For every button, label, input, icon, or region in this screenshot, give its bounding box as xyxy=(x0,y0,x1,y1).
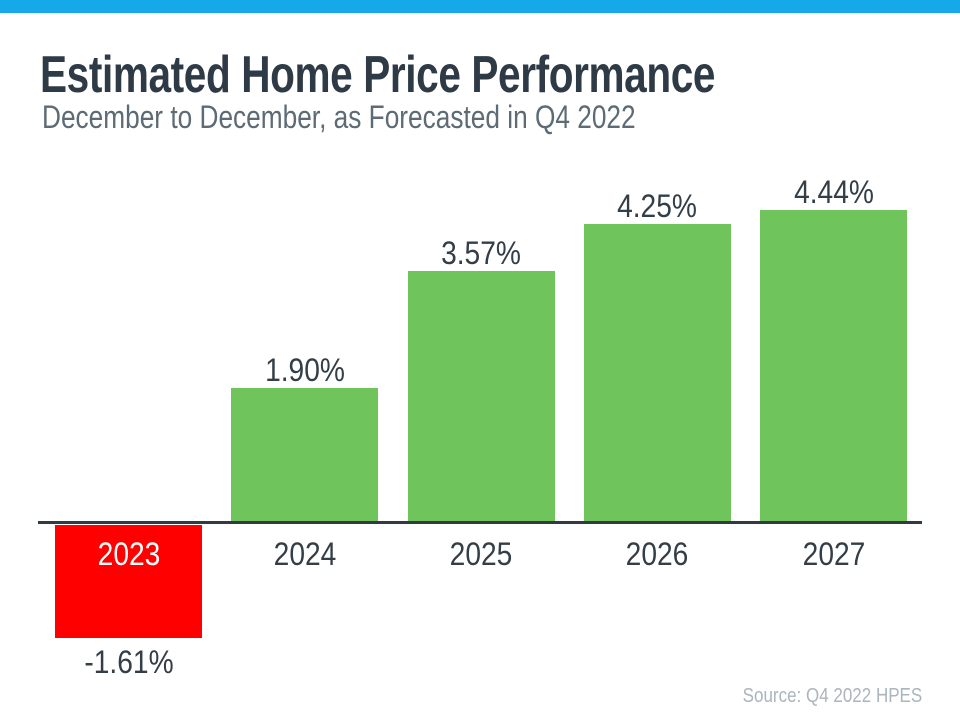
page-title: Estimated Home Price Performance xyxy=(40,46,716,104)
bar-2027 xyxy=(760,210,907,521)
value-label-2023: -1.61% xyxy=(83,643,174,680)
top-accent-bar xyxy=(0,0,960,13)
bar-2024 xyxy=(231,388,379,521)
page-subtitle: December to December, as Forecasted in Q… xyxy=(42,99,636,135)
x-axis-line xyxy=(38,521,922,524)
bar-2026 xyxy=(583,223,731,521)
bar-2023 xyxy=(55,525,202,638)
value-label-2027: 4.44% xyxy=(793,174,874,211)
value-label-2026: 4.25% xyxy=(617,187,698,224)
category-label-2025: 2025 xyxy=(449,536,513,572)
category-label-2024: 2024 xyxy=(273,536,337,572)
source-note: Source: Q4 2022 HPES xyxy=(742,685,922,707)
value-label-2025: 3.57% xyxy=(441,235,521,272)
category-label-2027: 2027 xyxy=(802,536,865,572)
category-label-2026: 2026 xyxy=(625,536,689,572)
value-label-2024: 1.90% xyxy=(264,352,345,388)
bar-2025 xyxy=(407,271,555,521)
category-label-2023: 2023 xyxy=(97,536,160,572)
